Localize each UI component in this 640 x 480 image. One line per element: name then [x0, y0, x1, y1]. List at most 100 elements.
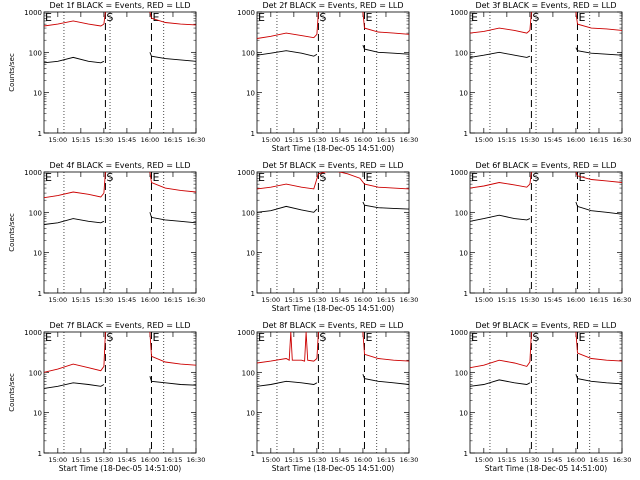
- panel-5-marker-e: E: [365, 171, 372, 184]
- panel-1: Det 1f BLACK = Events, RED = LLD 1 10 100 10…: [8, 1, 205, 144]
- panel-9-ytick-label: 100: [455, 369, 468, 377]
- panel-4-series-lld-2: [149, 172, 196, 193]
- panel-6-marker-e: E: [471, 171, 478, 184]
- panel-2-ytick-label: 1000: [237, 9, 255, 17]
- panel-9-ytick-label: 1000: [450, 329, 468, 337]
- panel-7-xtick-label: 16:15: [164, 456, 183, 464]
- panel-8-series-events-4: [362, 374, 409, 385]
- panel-9-xtick-label: 15:45: [544, 456, 563, 464]
- panel-9-series-events-4: [575, 374, 622, 385]
- panel-1-ytick-label: 10: [33, 90, 42, 98]
- panel-4-title: Det 4f BLACK = Events, RED = LLD: [49, 161, 190, 170]
- panel-7-series-events-4: [149, 376, 196, 386]
- panel-4-xtick-label: 15:45: [118, 296, 137, 304]
- panel-5-series-events-1: [257, 205, 318, 213]
- panel-3-frame: [469, 11, 623, 134]
- panel-9-xtick-label: 15:15: [497, 456, 516, 464]
- panel-8-xtick-label: 16:30: [400, 456, 419, 464]
- panel-7-frame: [43, 331, 197, 454]
- panel-7-xlabel: Start Time (18-Dec-05 14:51:00): [59, 464, 181, 473]
- panel-3-ytick-label: 1000: [450, 9, 468, 17]
- panel-9-xtick-label: 15:30: [521, 456, 540, 464]
- panel-5-series-lld-0: [257, 172, 409, 190]
- panel-7-marker-s: S: [106, 331, 113, 344]
- panel-1-xtick-label: 16:15: [164, 136, 183, 144]
- panel-4-ylabel: Counts/sec: [8, 213, 16, 252]
- panel-5-series-events-2: [362, 201, 409, 210]
- panel-1-marker-e: E: [45, 11, 52, 24]
- panel-1-marker-s: S: [106, 11, 113, 24]
- panel-1-ylabel: Counts/sec: [8, 53, 16, 92]
- panel-3-xtick-label: 15:30: [521, 136, 540, 144]
- panel-8-marker-s: S: [319, 331, 326, 344]
- panel-6-series-lld-0: [470, 182, 531, 189]
- panel-9: Det 9f BLACK = Events, RED = LLD 1 10 100 10…: [450, 321, 631, 473]
- panel-6-frame: [469, 171, 623, 294]
- panel-8-xlabel: Start Time (18-Dec-05 14:51:00): [272, 464, 394, 473]
- panel-5-frame: [256, 171, 410, 294]
- panel-7: Det 7f BLACK = Events, RED = LLD 1 10 100 10…: [8, 321, 205, 473]
- panel-1-series-lld-2: [149, 12, 196, 26]
- panel-8-series-lld-1: [316, 332, 319, 359]
- panel-5-xtick-label: 16:30: [400, 296, 419, 304]
- panel-3-title: Det 3f BLACK = Events, RED = LLD: [475, 1, 616, 10]
- panel-3-series-events-4: [575, 47, 622, 56]
- panel-8-series-lld-2: [362, 332, 409, 362]
- panel-2-ytick-label: 1: [251, 130, 255, 138]
- panel-9-ytick-label: 10: [459, 410, 468, 418]
- panel-2-marker-s: S: [319, 11, 326, 24]
- panel-5-title: Det 5f BLACK = Events, RED = LLD: [262, 161, 403, 170]
- panel-3-marker-e: E: [578, 11, 585, 24]
- panel-7-marker-e: E: [152, 331, 159, 344]
- panel-7-series-lld-0: [44, 363, 105, 373]
- panel-8-xtick-label: 16:00: [354, 456, 373, 464]
- panel-2-xlabel: Start Time (18-Dec-05 14:51:00): [272, 144, 394, 153]
- panel-1-frame: [43, 11, 197, 134]
- panel-2-xtick-label: 16:30: [400, 136, 419, 144]
- panel-1-xtick-label: 15:00: [48, 136, 67, 144]
- panel-3-series-lld-2: [575, 12, 622, 31]
- panel-4-xtick-label: 15:00: [48, 296, 67, 304]
- panel-3-series-lld-0: [470, 27, 531, 34]
- panel-5-xtick-label: 16:00: [354, 296, 373, 304]
- panel-3-marker-e: E: [471, 11, 478, 24]
- panel-1-xtick-label: 16:30: [187, 136, 206, 144]
- panel-9-xtick-label: 15:00: [474, 456, 493, 464]
- panel-8-series-lld-0: [257, 332, 318, 364]
- panel-2-xtick-label: 15:30: [308, 136, 327, 144]
- panel-4-ytick-label: 1000: [24, 169, 42, 177]
- panel-6-xtick-label: 15:15: [497, 296, 516, 304]
- panel-7-ylabel: Counts/sec: [8, 373, 16, 412]
- panel-9-marker-e: E: [578, 331, 585, 344]
- panel-7-marker-e: E: [45, 331, 52, 344]
- panel-4-xtick-label: 16:00: [141, 296, 160, 304]
- panel-7-xtick-label: 16:30: [187, 456, 206, 464]
- panel-1-marker-e: E: [152, 11, 159, 24]
- panel-1-series-lld-1: [103, 12, 106, 25]
- panel-8-marker-e: E: [365, 331, 372, 344]
- panel-7-ytick-label: 10: [33, 410, 42, 418]
- panel-3-ytick-label: 100: [455, 49, 468, 57]
- panel-4-ytick-label: 10: [33, 250, 42, 258]
- panel-6-series-lld-2: [575, 172, 622, 183]
- panel-2-series-events-3: [257, 50, 318, 57]
- panel-8-ytick-label: 1: [251, 450, 255, 458]
- panel-8-xtick-label: 16:15: [377, 456, 396, 464]
- panel-1-series-lld-0: [44, 20, 105, 27]
- panel-9-series-lld-2: [575, 332, 622, 362]
- panel-8-frame: [256, 331, 410, 454]
- panel-2-series-lld-0: [257, 32, 318, 39]
- panel-5-ytick-label: 10: [246, 250, 255, 258]
- panel-3-xtick-label: 15:00: [474, 136, 493, 144]
- panel-2-xtick-label: 15:00: [261, 136, 280, 144]
- panel-8-xtick-label: 15:30: [308, 456, 327, 464]
- panel-9-xtick-label: 16:30: [613, 456, 632, 464]
- panel-9-series-lld-0: [470, 359, 531, 369]
- panel-2: Det 2f BLACK = Events, RED = LLD 1 10 100 10…: [237, 1, 418, 153]
- panel-6-series-lld-1: [529, 172, 532, 185]
- panel-5-xtick-label: 15:45: [331, 296, 350, 304]
- panel-8-ytick-label: 10: [246, 410, 255, 418]
- panel-1-ytick-label: 1000: [24, 9, 42, 17]
- panel-1-series-events-4: [149, 52, 196, 62]
